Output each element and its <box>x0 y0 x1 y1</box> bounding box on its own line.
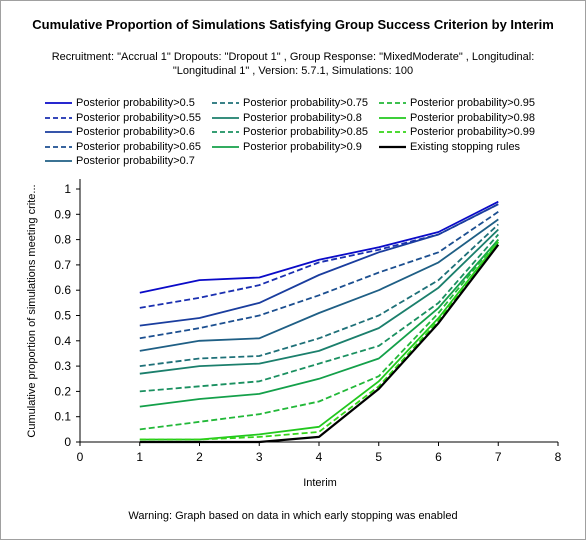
legend-swatch <box>45 116 72 119</box>
legend-item: Posterior probability>0.55 <box>45 111 201 125</box>
legend-swatch <box>379 116 406 119</box>
y-tick-label: 0.7 <box>54 258 71 272</box>
legend-label: Posterior probability>0.98 <box>410 111 536 124</box>
legend-label: Posterior probability>0.75 <box>243 97 369 109</box>
x-tick-label: 8 <box>555 450 562 464</box>
y-tick-label: 0.3 <box>54 359 71 373</box>
legend-item: Posterior probability>0.5 <box>45 96 195 110</box>
legend-label: Posterior probability>0.55 <box>76 111 202 124</box>
legend-swatch <box>379 145 406 148</box>
legend-swatch <box>212 102 239 104</box>
y-tick-label: 0.6 <box>54 283 71 297</box>
series-line-11 <box>139 241 500 441</box>
series-line-3 <box>139 203 499 327</box>
x-tick-label: 4 <box>316 450 323 464</box>
legend-label: Posterior probability>0.85 <box>243 126 369 138</box>
subtitle-line-2: "Longitudinal 1" , Version: 5.7.1, Simul… <box>172 65 414 77</box>
legend-item: Posterior probability>0.95 <box>379 96 535 110</box>
y-tick-label: 0 <box>64 435 71 449</box>
legend-item: Existing stopping rules <box>379 140 520 154</box>
legend-swatch <box>212 145 239 148</box>
x-tick-label: 5 <box>375 450 382 464</box>
x-axis-label: Interim <box>303 477 337 489</box>
y-tick-label: 1 <box>64 182 71 196</box>
legend-item: Posterior probability>0.75 <box>212 96 368 110</box>
legend-item: Posterior probability>0.98 <box>379 111 535 125</box>
legend-label: Posterior probability>0.95 <box>410 97 536 109</box>
legend-label: Existing stopping rules <box>410 140 521 153</box>
x-tick-label: 2 <box>196 450 203 464</box>
x-tick-label: 6 <box>435 450 442 464</box>
legend-label: Posterior probability>0.7 <box>76 155 195 167</box>
legend-swatch <box>45 145 72 148</box>
x-tick-label: 0 <box>77 450 84 464</box>
legend-label: Posterior probability>0.99 <box>410 126 536 138</box>
y-tick-label: 0.8 <box>54 233 71 247</box>
legend-item: Posterior probability>0.99 <box>379 125 535 139</box>
series-line-2 <box>139 203 499 309</box>
x-tick-label: 3 <box>256 450 263 464</box>
x-tick-label: 7 <box>495 450 502 464</box>
x-tick-label: 1 <box>136 450 143 464</box>
series-line-6 <box>139 223 499 367</box>
series-line-5 <box>139 218 499 352</box>
legend-swatch <box>45 131 72 133</box>
series-line-12 <box>139 241 500 441</box>
chart-subtitle: Recruitment: "Accrual 1" Dropouts: "Drop… <box>41 50 545 78</box>
series-line-8 <box>139 233 499 393</box>
legend-swatch <box>212 131 239 133</box>
legend-swatch <box>45 160 72 162</box>
subtitle-line-1: Recruitment: "Accrual 1" Dropouts: "Drop… <box>51 51 535 63</box>
legend-item: Posterior probability>0.9 <box>212 140 362 154</box>
legend-label: Posterior probability>0.65 <box>76 140 202 153</box>
legend-item: Posterior probability>0.7 <box>45 154 195 168</box>
legend-label: Posterior probability>0.9 <box>243 140 362 153</box>
y-tick-label: 0.5 <box>54 309 71 323</box>
y-axis-label-text: Cumulative proportion of simulations mee… <box>26 184 38 438</box>
legend-swatch <box>379 131 406 133</box>
legend-label: Posterior probability>0.6 <box>76 126 195 138</box>
series-line-10 <box>139 239 499 431</box>
series-line-1 <box>139 200 499 294</box>
legend-item: Posterior probability>0.85 <box>212 125 368 139</box>
series-line-4 <box>139 211 499 340</box>
legend-label: Posterior probability>0.8 <box>243 111 362 124</box>
series-line-13 <box>139 244 500 444</box>
legend-swatch <box>212 116 239 119</box>
y-tick-label: 0.9 <box>54 207 71 221</box>
y-tick-label: 0.1 <box>54 410 71 424</box>
legend-swatch <box>45 102 72 104</box>
footer-warning: Warning: Graph based on data in which ea… <box>128 510 458 522</box>
series-line-7 <box>139 228 499 375</box>
legend-label: Posterior probability>0.5 <box>76 97 195 109</box>
chart-title: Cumulative Proportion of Simulations Sat… <box>32 17 554 32</box>
legend-item: Posterior probability>0.65 <box>45 140 201 154</box>
chart-legend: Posterior probability>0.5 Posterior proba… <box>45 96 545 168</box>
legend-item: Posterior probability>0.8 <box>212 111 362 125</box>
y-tick-label: 0.2 <box>54 384 71 398</box>
series-line-9 <box>139 239 499 408</box>
legend-swatch <box>379 102 406 104</box>
y-tick-label: 0.4 <box>54 334 71 348</box>
legend-item: Posterior probability>0.6 <box>45 125 195 139</box>
